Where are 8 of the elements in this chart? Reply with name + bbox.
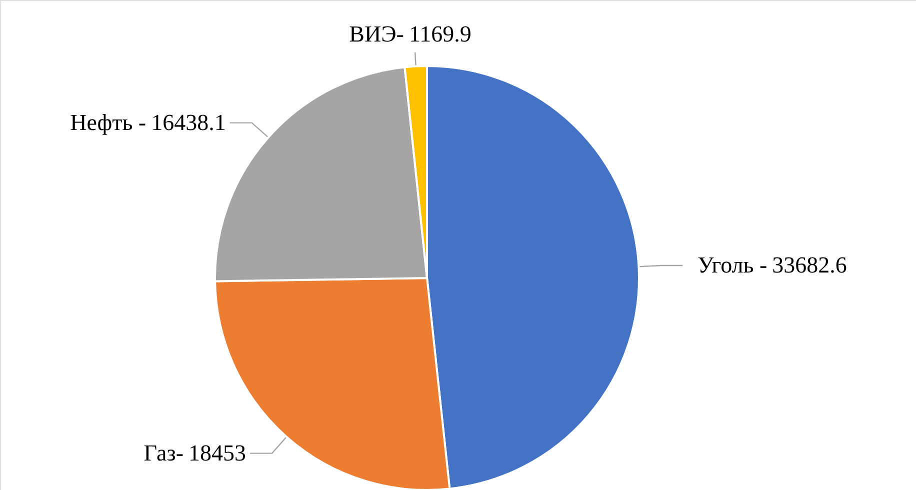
data-label: 1169.9 (408, 21, 472, 46)
data-label: 18453 (188, 440, 246, 466)
data-label: 16438.1 (151, 110, 226, 135)
slice-label: Нефть - (70, 110, 146, 135)
slice-label: Газ- (144, 440, 184, 466)
slice-label: Уголь - (697, 252, 768, 278)
slice-label: ВИЭ- (349, 21, 404, 46)
data-label: 33682.6 (772, 252, 847, 278)
